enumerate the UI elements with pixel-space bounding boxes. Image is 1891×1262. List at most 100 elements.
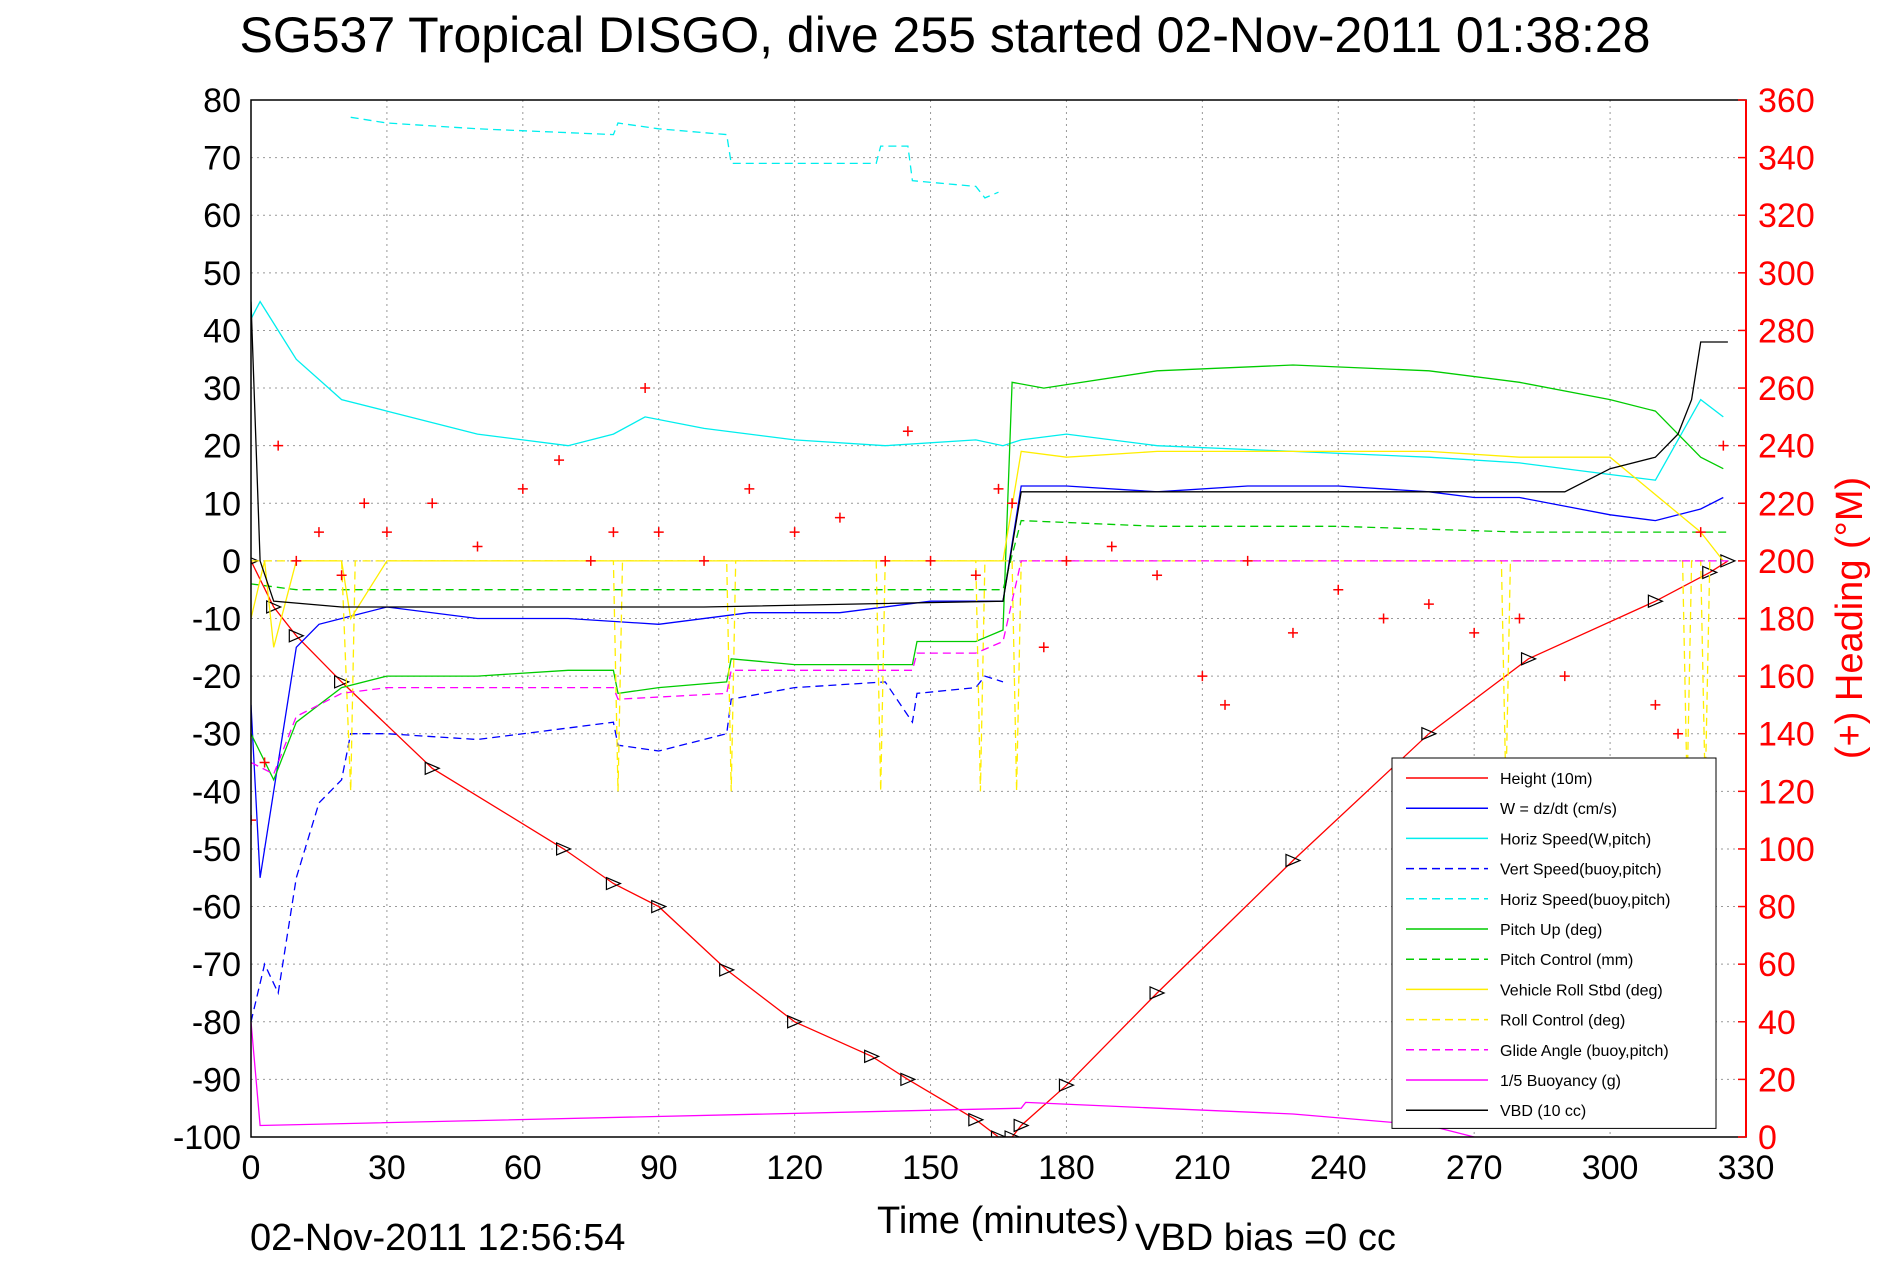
height-marker xyxy=(719,963,736,977)
heading-marker xyxy=(472,541,483,552)
heading-marker xyxy=(1152,570,1163,581)
heading-marker xyxy=(789,527,800,538)
y2-tick-label: 40 xyxy=(1758,1004,1796,1042)
x-tick-label: 150 xyxy=(902,1149,959,1187)
height-marker xyxy=(787,1014,804,1029)
y2-tick-label: 360 xyxy=(1758,82,1815,120)
heading-marker xyxy=(313,527,324,538)
y2-tick-label: 200 xyxy=(1758,543,1815,581)
y2-tick-label: 100 xyxy=(1758,831,1815,869)
x-axis-label: Time (minutes) xyxy=(877,1200,1129,1242)
y-tick-label: 40 xyxy=(203,312,241,350)
y-tick-label: -30 xyxy=(192,716,241,754)
heading-marker xyxy=(1242,555,1253,566)
y-tick-label: -10 xyxy=(192,601,241,639)
legend: Height (10m) W = dz/dt (cm/s) Horiz Speed(… xyxy=(1391,757,1717,1129)
heading-marker xyxy=(925,555,936,566)
y2-tick-label: 80 xyxy=(1758,889,1796,927)
legend-entry: Roll Control (deg) xyxy=(1500,1013,1625,1030)
heading-marker xyxy=(336,570,347,581)
heading-marker xyxy=(427,498,438,509)
series-clip xyxy=(251,116,1737,1137)
heading-marker xyxy=(1695,527,1706,538)
series-pitch-control-mm xyxy=(251,519,1728,591)
heading-marker xyxy=(1220,699,1231,710)
heading-marker xyxy=(1559,671,1570,682)
heading-marker xyxy=(902,426,913,437)
heading-marker xyxy=(653,527,664,538)
heading-marker xyxy=(699,555,710,566)
legend-entry: Height (10m) xyxy=(1500,771,1592,788)
y-tick-label: -80 xyxy=(192,1004,241,1042)
heading-marker xyxy=(1423,599,1434,610)
y2-tick-label: 320 xyxy=(1758,197,1815,235)
y-tick-label: -60 xyxy=(192,889,241,927)
heading-marker xyxy=(251,815,256,826)
x-tick-label: 240 xyxy=(1310,1149,1367,1187)
y-tick-label: 0 xyxy=(222,543,241,581)
height-marker xyxy=(1285,853,1302,868)
y-tick-label: 50 xyxy=(203,255,241,293)
y-tick-label: 10 xyxy=(203,485,241,523)
y-tick-label: 20 xyxy=(203,428,241,466)
series-w-dz-dt-cm-s xyxy=(251,485,1724,878)
legend-entry: Horiz Speed(W,pitch) xyxy=(1500,831,1651,848)
heading-marker xyxy=(1469,627,1480,638)
y2-tick-label: 60 xyxy=(1758,946,1796,984)
heading-marker xyxy=(1106,541,1117,552)
y-tick-label: 70 xyxy=(203,140,241,178)
heading-marker xyxy=(291,555,302,566)
heading-marker xyxy=(834,512,845,523)
height-marker xyxy=(900,1072,917,1087)
legend-entry: VBD (10 cc) xyxy=(1500,1103,1586,1120)
x-tick-label: 180 xyxy=(1038,1149,1095,1187)
heading-marker xyxy=(1333,584,1344,595)
legend-entry: Vert Speed(buoy,pitch) xyxy=(1500,862,1662,879)
x-tick-label: 0 xyxy=(242,1149,261,1187)
x-tick-label: 120 xyxy=(766,1149,823,1187)
legend-entry: 1/5 Buoyancy (g) xyxy=(1500,1073,1621,1090)
heading-marker xyxy=(1197,671,1208,682)
heading-marker xyxy=(1038,642,1049,653)
footer-vbd-bias: VBD bias =0 cc xyxy=(1135,1217,1396,1259)
heading-marker xyxy=(1061,555,1072,566)
heading-marker xyxy=(259,757,270,768)
legend-box xyxy=(1391,757,1717,1129)
y2-tick-label: 280 xyxy=(1758,312,1815,350)
x-tick-label: 330 xyxy=(1718,1149,1775,1187)
legend-entry: Horiz Speed(buoy,pitch) xyxy=(1500,892,1670,909)
y2-tick-label: 300 xyxy=(1758,255,1815,293)
height-marker xyxy=(651,899,668,914)
y-tick-label: 80 xyxy=(203,82,241,120)
y-tick-label: -20 xyxy=(192,658,241,696)
height-marker xyxy=(424,761,441,776)
height-marker xyxy=(1058,1078,1075,1093)
heading-marker xyxy=(744,483,755,494)
height-marker xyxy=(864,1049,881,1064)
heading-marker xyxy=(608,527,619,538)
heading-marker xyxy=(993,483,1004,494)
y-tick-label: -70 xyxy=(192,946,241,984)
y2-tick-label: 140 xyxy=(1758,716,1815,754)
height-marker xyxy=(334,674,351,689)
series-heading xyxy=(251,383,1729,854)
legend-entry: W = dz/dt (cm/s) xyxy=(1500,801,1617,818)
legend-entry: Glide Angle (buoy,pitch) xyxy=(1500,1043,1669,1060)
y-tick-label: -40 xyxy=(192,773,241,811)
chart-title: SG537 Tropical DISGO, dive 255 started 0… xyxy=(240,7,1651,63)
heading-marker xyxy=(585,555,596,566)
y2-tick-label: 0 xyxy=(1758,1119,1777,1157)
y-tick-label: -50 xyxy=(192,831,241,869)
series-vbd-10-cc xyxy=(251,301,1728,608)
y-tick-label: -90 xyxy=(192,1061,241,1099)
series-vert-speed-buoy-pitch xyxy=(251,675,1004,1022)
y2-tick-label: 160 xyxy=(1758,658,1815,696)
height-marker xyxy=(605,876,622,891)
x-tick-label: 30 xyxy=(368,1149,406,1187)
series-glide-angle-buoy-pitch xyxy=(251,560,1728,775)
legend-entry: Pitch Control (mm) xyxy=(1500,952,1633,969)
height-marker xyxy=(1149,986,1166,1000)
y-tick-label: 30 xyxy=(203,370,241,408)
